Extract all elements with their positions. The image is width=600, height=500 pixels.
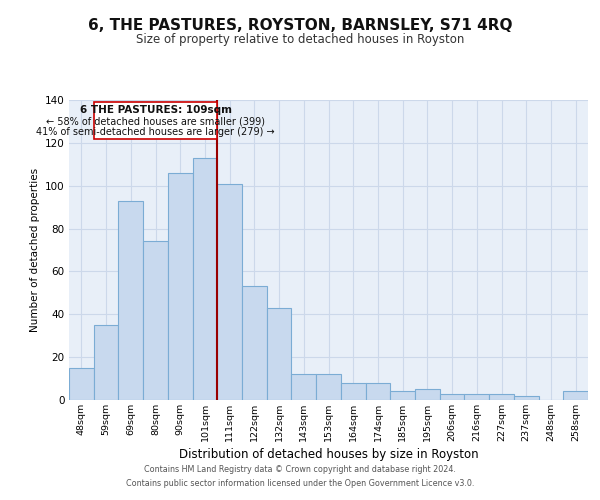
Bar	[292, 374, 316, 400]
Text: Contains HM Land Registry data © Crown copyright and database right 2024.
Contai: Contains HM Land Registry data © Crown c…	[126, 466, 474, 487]
Bar	[341, 383, 365, 400]
Text: Size of property relative to detached houses in Royston: Size of property relative to detached ho…	[136, 32, 464, 46]
Bar	[193, 158, 217, 400]
Bar	[94, 325, 118, 400]
Text: 6 THE PASTURES: 109sqm: 6 THE PASTURES: 109sqm	[79, 106, 232, 116]
Bar	[440, 394, 464, 400]
Y-axis label: Number of detached properties: Number of detached properties	[29, 168, 40, 332]
Bar	[390, 392, 415, 400]
Bar	[563, 392, 588, 400]
Bar	[168, 173, 193, 400]
Bar	[514, 396, 539, 400]
Bar	[143, 242, 168, 400]
Text: 41% of semi-detached houses are larger (279) →: 41% of semi-detached houses are larger (…	[36, 127, 275, 137]
Bar	[365, 383, 390, 400]
Text: ← 58% of detached houses are smaller (399): ← 58% of detached houses are smaller (39…	[46, 116, 265, 126]
Bar	[118, 200, 143, 400]
Text: 6, THE PASTURES, ROYSTON, BARNSLEY, S71 4RQ: 6, THE PASTURES, ROYSTON, BARNSLEY, S71 …	[88, 18, 512, 32]
Bar	[464, 394, 489, 400]
X-axis label: Distribution of detached houses by size in Royston: Distribution of detached houses by size …	[179, 448, 478, 461]
Bar	[217, 184, 242, 400]
Bar	[316, 374, 341, 400]
FancyBboxPatch shape	[94, 102, 217, 139]
Bar	[415, 390, 440, 400]
Bar	[69, 368, 94, 400]
Bar	[267, 308, 292, 400]
Bar	[489, 394, 514, 400]
Bar	[242, 286, 267, 400]
